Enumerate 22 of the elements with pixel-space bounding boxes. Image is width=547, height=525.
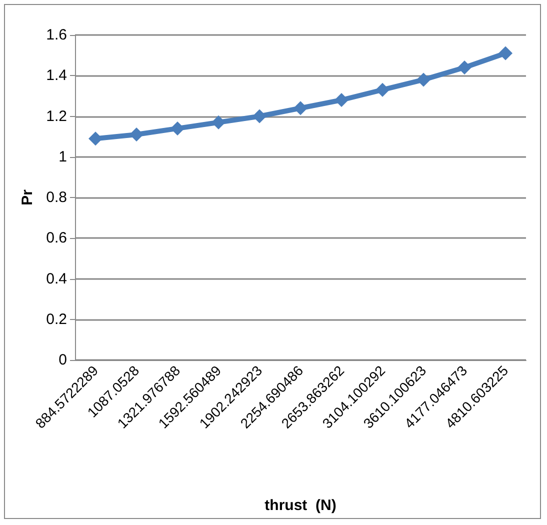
point	[376, 82, 390, 97]
point	[130, 128, 144, 142]
point	[294, 101, 308, 116]
y-tick-label: 0	[58, 352, 67, 368]
point	[170, 121, 184, 136]
point	[498, 46, 512, 60]
y-tick-label: 1.4	[46, 67, 67, 84]
point	[88, 132, 102, 146]
y-axis-title: Pr	[19, 189, 36, 206]
y-tick-label: 0.8	[46, 189, 67, 206]
x-axis-title: thrust (N)	[264, 497, 336, 514]
y-tick-label: 1.6	[46, 26, 67, 44]
y-tick-label: 0.2	[46, 310, 67, 328]
point	[334, 93, 348, 107]
point	[416, 72, 430, 87]
y-tick-label: 0.4	[46, 270, 67, 288]
point	[212, 115, 226, 130]
point	[252, 109, 266, 124]
y-tick-label: 1	[58, 148, 67, 166]
point	[458, 60, 472, 74]
y-tick-label: 1.2	[46, 108, 67, 125]
y-tick-label: 0.6	[46, 230, 67, 247]
